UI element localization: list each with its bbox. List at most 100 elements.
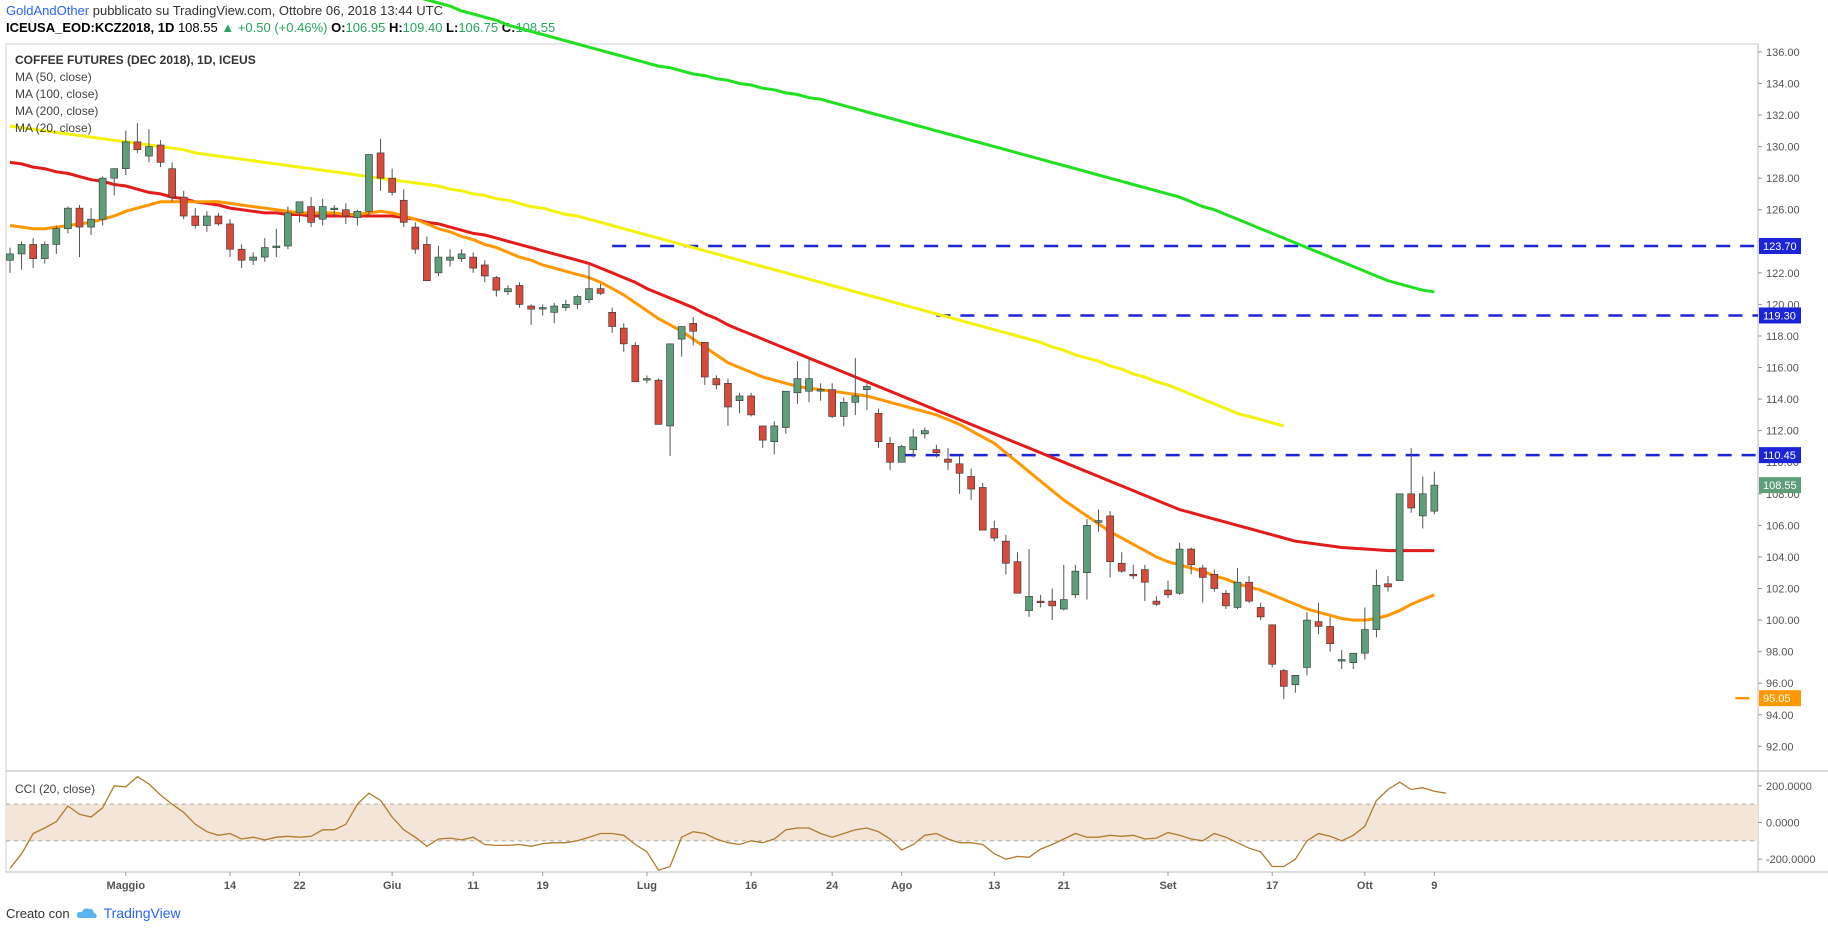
candle [98,176,107,226]
candle-body [388,177,396,193]
candle [782,390,790,434]
candle [1059,564,1068,611]
candle-body [967,476,975,490]
candle-body [307,206,315,223]
candle [851,358,860,415]
candle [87,208,95,235]
tradingview-link[interactable]: TradingView [103,905,181,921]
candle-body [735,395,744,401]
candle [284,206,292,250]
time-tick-label: Ago [891,880,913,892]
candle [1210,569,1219,592]
price-tick-label: 132.00 [1766,110,1800,122]
candle-body [608,312,616,327]
candle-body [689,323,698,332]
candle-body [330,207,339,211]
candle-body [793,378,802,394]
candle [1349,652,1358,669]
candle-body [226,223,234,250]
candle [179,190,188,220]
candle-body [1059,599,1068,610]
footer: Creato con TradingView [6,905,181,921]
candle-body [700,341,709,378]
candle [1268,624,1277,668]
high-value: 109.40 [402,20,443,35]
candle-body [1418,493,1427,517]
ma50-line [9,160,1435,553]
candle [388,168,396,196]
cci-tick-label: 0.0000 [1766,818,1800,830]
candle-body [909,436,918,450]
candle-body [353,210,362,218]
cci-line [9,775,1447,871]
candle-body [295,201,304,214]
candle [318,198,327,226]
price-tick-label: 118.00 [1766,331,1799,343]
candle [619,323,628,352]
candle-body [272,245,281,248]
candle [6,247,14,273]
candle-body [666,343,674,427]
candle [237,244,246,269]
candle-body [457,253,466,259]
candle [897,444,906,463]
candle [1117,552,1126,573]
candle [64,206,72,234]
candle-body [1372,585,1381,630]
price-tick-label: 104.00 [1766,552,1800,564]
candle [1048,588,1056,621]
candle [758,425,767,449]
candle [168,162,176,202]
candle [538,304,547,316]
candle [585,264,593,303]
level-price-tag [1759,238,1801,255]
candle-body [1187,548,1195,566]
candle [909,429,918,458]
candle-body [932,449,941,454]
candle [203,211,211,232]
candle [40,241,49,264]
candle [874,408,883,449]
candle [1245,575,1253,603]
candle-body [1303,619,1311,668]
candle-body [469,256,478,269]
legend-ma200: MA (200, close) [15,104,98,118]
candle [307,197,315,228]
published-text: pubblicato su TradingView.com, Ottobre 0… [92,3,443,18]
candle-body [1175,548,1184,594]
candle-body [1094,520,1103,523]
candle [689,317,698,346]
cci-band [6,804,1758,841]
candle [133,122,142,153]
candle [504,285,512,295]
price-tick-label: 114.00 [1766,394,1799,406]
candle [260,238,269,262]
candle-body [828,389,836,417]
candle-body [990,528,999,539]
candle-body [64,207,72,229]
candle-body [782,390,790,428]
candle-body [318,206,327,220]
candle-body [805,378,813,392]
author-link[interactable]: GoldAndOther [6,3,90,18]
candle [550,302,559,324]
candle [770,421,779,455]
candle-body [573,296,582,305]
candle-body [851,395,860,403]
ma200-line [421,0,1435,294]
candle-body [562,304,570,308]
level-price-label: 110.45 [1763,450,1796,462]
candle [1083,519,1091,600]
candle [608,307,616,333]
time-tick-label: 16 [745,880,757,892]
candle-body [214,215,223,225]
candle [29,238,37,269]
candle-body [133,141,142,151]
candle-body [724,383,732,408]
candle-body [365,154,373,212]
candle [1036,594,1045,608]
candle [376,138,385,191]
level-price-tag [1759,447,1801,464]
candle-body [1152,600,1161,605]
